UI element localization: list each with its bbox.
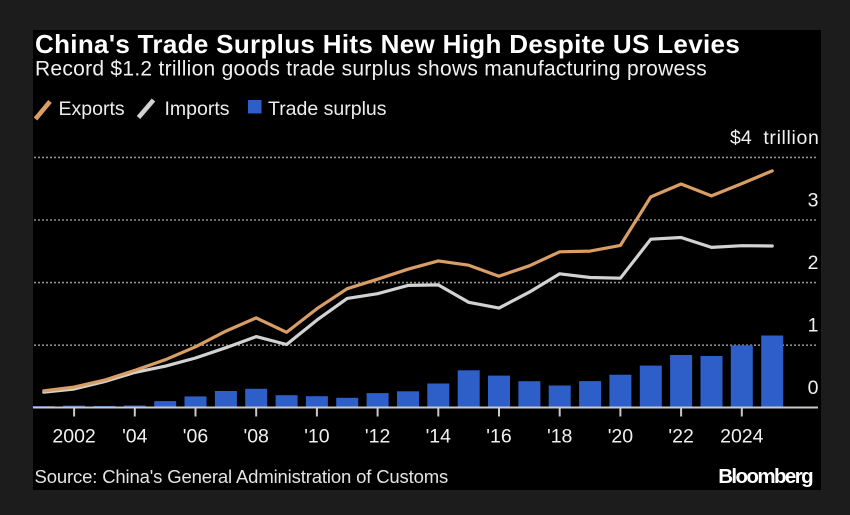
svg-text:'10: '10 — [304, 425, 330, 447]
svg-text:China's Trade Surplus Hits New: China's Trade Surplus Hits New High Desp… — [35, 29, 740, 59]
svg-text:0: 0 — [808, 377, 819, 399]
svg-text:'22: '22 — [668, 425, 693, 447]
svg-text:Record $1.2 trillion goods tra: Record $1.2 trillion goods trade surplus… — [35, 58, 707, 81]
svg-text:'20: '20 — [608, 425, 634, 447]
svg-text:2024: 2024 — [720, 425, 764, 447]
svg-text:Bloomberg: Bloomberg — [718, 465, 813, 488]
svg-text:'08: '08 — [243, 425, 268, 447]
svg-text:trillion: trillion — [763, 127, 819, 149]
svg-text:Source: China's General Admini: Source: China's General Administration o… — [35, 466, 449, 487]
svg-text:'18: '18 — [547, 425, 572, 447]
svg-text:'06: '06 — [183, 425, 208, 447]
svg-text:1: 1 — [808, 315, 819, 337]
svg-text:Imports: Imports — [165, 98, 230, 120]
svg-text:2002: 2002 — [52, 425, 95, 447]
svg-text:'12: '12 — [365, 425, 390, 447]
svg-text:Exports: Exports — [59, 98, 125, 120]
svg-text:'14: '14 — [426, 425, 452, 447]
svg-text:$4: $4 — [730, 127, 752, 149]
svg-text:2: 2 — [808, 252, 819, 274]
svg-text:'04: '04 — [122, 425, 148, 447]
svg-text:3: 3 — [808, 190, 819, 212]
svg-text:'16: '16 — [486, 425, 511, 447]
svg-text:Trade surplus: Trade surplus — [268, 98, 387, 120]
